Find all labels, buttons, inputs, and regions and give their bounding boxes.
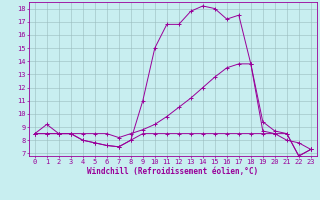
- X-axis label: Windchill (Refroidissement éolien,°C): Windchill (Refroidissement éolien,°C): [87, 167, 258, 176]
